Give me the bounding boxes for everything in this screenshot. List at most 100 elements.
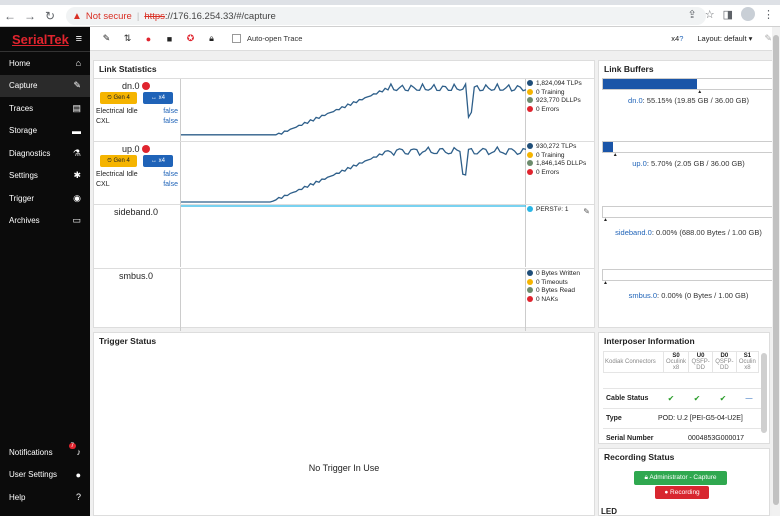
bell-icon: ♪ 7	[68, 443, 81, 458]
layout-dropdown[interactable]: Layout: default ▾	[697, 34, 753, 43]
target-icon: ◉	[73, 192, 81, 203]
lanes-badge: ↔ x4	[143, 92, 173, 104]
sidebar-item-settings[interactable]: Settings ✱	[0, 165, 90, 188]
legend-item: 1,824,094 TLPs	[527, 80, 594, 89]
help-icon: ?	[75, 492, 81, 503]
link-legend: 930,272 TLPs 0 Training 1,846,145 DLLPs 0 E…	[527, 142, 594, 177]
address-row: ← → ↻ ▲ Not secure | https ://176.16.254…	[0, 5, 780, 27]
sidebar-item-help[interactable]: Help?	[0, 486, 90, 509]
record-icon[interactable]: ●	[145, 33, 152, 44]
buffer-item: ▲ up.0: 5.70% (2.05 GB / 36.00 GB)	[602, 141, 775, 168]
sidebar-item-notifications[interactable]: Notifications ♪ 7	[0, 441, 90, 464]
chart-icon: ▤	[72, 102, 81, 113]
share-icon[interactable]: ⇪	[687, 8, 697, 21]
sidebar-item-label: Trigger	[9, 193, 35, 203]
serial-row: Serial Number 0004853G000017	[603, 428, 763, 448]
kebab-menu-icon[interactable]: ⋮	[763, 8, 774, 21]
cable-status-icon: ✔	[667, 394, 675, 403]
sidebar-item-label: Settings	[9, 171, 38, 181]
lock-icon[interactable]: 🔒︎	[209, 33, 214, 43]
link-row: dn.0 ⏲ Gen 4 ↔ x4 Electrical Idle false CXL f…	[94, 78, 594, 141]
wrench-icon[interactable]: ✎	[102, 33, 111, 43]
sidebar-item-user-settings[interactable]: User Settings ●	[0, 464, 90, 487]
brand: SerialTek ≡	[0, 27, 90, 52]
legend-item: 0 Timeouts	[527, 278, 594, 288]
connectors-label: Kodiak Connectors	[603, 351, 664, 373]
forward-icon[interactable]: →	[24, 9, 36, 23]
back-icon[interactable]: ←	[4, 9, 16, 23]
help-icon[interactable]: ?	[679, 34, 684, 43]
interposer-info-panel: Interposer Information Kodiak Connectors…	[598, 332, 770, 444]
browser-chrome: ← → ↻ ▲ Not secure | https ://176.16.254…	[0, 0, 780, 27]
legend-item: 0 Errors	[527, 105, 594, 115]
status-dot	[142, 145, 151, 153]
buffer-label: sideband.0: 0.00% (688.00 Bytes / 1.00 G…	[615, 228, 762, 237]
panel-title: Trigger Status	[99, 336, 157, 346]
sidebar-item-diagnostics[interactable]: Diagnostics ⚗	[0, 142, 90, 165]
edit-layout-icon[interactable]: ✎	[764, 33, 772, 43]
no-trigger-message: No Trigger In Use	[308, 463, 380, 473]
stop-icon[interactable]: ■	[166, 33, 173, 44]
link-name: up.0	[94, 144, 178, 154]
link-buffers-panel: Link Buffers ▲ dn.0: 55.15% (19.85 GB / 3…	[598, 60, 778, 328]
link-name: smbus.0	[118, 271, 153, 281]
link-legend: 1,824,094 TLPs 0 Training 923,770 DLLPs 0 E…	[527, 79, 594, 114]
sidebar-item-label: Help	[9, 492, 26, 502]
sidebar-item-archives[interactable]: Archives ▭	[0, 210, 90, 233]
sidebar-item-traces[interactable]: Traces ▤	[0, 97, 90, 120]
gen-badge: ⏲ Gen 4	[100, 155, 137, 167]
link-graph	[180, 269, 526, 331]
trigger-icon[interactable]: ✪	[186, 33, 195, 43]
auto-open-toggle[interactable]: Auto-open Trace	[232, 34, 302, 43]
cable-status-icon: ✔	[719, 394, 727, 403]
main-area: ✎ ⇅ ● ■ ✪ 🔒︎ Auto-open Trace x4? Layout:…	[90, 27, 780, 516]
sidebar-item-label: Home	[9, 58, 31, 68]
buffer-bar: ▲	[602, 206, 775, 223]
sort-icon[interactable]: ⇅	[123, 33, 132, 43]
profile-avatar[interactable]	[741, 7, 755, 21]
sidebar-item-trigger[interactable]: Trigger ◉	[0, 187, 90, 210]
administrator-capture-button[interactable]: 🔒︎ Administrator - Capture	[634, 471, 727, 485]
sidebar-item-label: Diagnostics	[9, 148, 51, 158]
link-row: smbus.0 0 Bytes Written 0 Timeouts 0 Bytes …	[94, 268, 594, 331]
link-row: up.0 ⏲ Gen 4 ↔ x4 Electrical Idle false CXL f…	[94, 141, 594, 204]
edit-icon[interactable]: ✎	[583, 207, 590, 216]
panel-title: Interposer Information	[604, 336, 695, 346]
sidebar-item-home[interactable]: Home ⌂	[0, 52, 90, 75]
page-scrollbar[interactable]	[772, 27, 780, 516]
traffic-line	[181, 81, 526, 136]
recording-button[interactable]: ● Recording	[655, 486, 709, 499]
notification-badge: 7	[68, 443, 76, 450]
interposer-scrollbar[interactable]	[761, 353, 767, 433]
menu-toggle-icon[interactable]: ≡	[75, 33, 82, 45]
link-name: dn.0	[94, 81, 178, 91]
recording-status-panel: Recording Status 🔒︎ Administrator - Capt…	[598, 448, 770, 516]
sidebar-item-storage[interactable]: Storage ▬	[0, 120, 90, 143]
buffer-bar: ▲	[602, 141, 775, 158]
legend-item: PERST#: 1	[527, 206, 594, 215]
sidebar-item-label: Traces	[9, 103, 34, 113]
buffer-label: up.0: 5.70% (2.05 GB / 36.00 GB)	[632, 159, 745, 168]
address-bar[interactable]: ▲ Not secure | https ://176.16.254.33/#/…	[66, 7, 706, 25]
link-graph	[180, 142, 526, 204]
wrench-icon: ✎	[73, 80, 81, 91]
trigger-status-panel: Trigger Status No Trigger In Use	[93, 332, 595, 516]
link-legend: 0 Bytes Written 0 Timeouts 0 Bytes Read 0 N…	[527, 269, 594, 304]
flask-icon: ⚗	[72, 147, 81, 158]
connector-header: S0 Oculink x8	[662, 351, 690, 373]
traffic-line	[181, 145, 526, 203]
connector-header: U0 QSFP- DD	[688, 351, 713, 373]
sidebar-item-capture[interactable]: Capture ✎	[0, 74, 90, 97]
reload-icon[interactable]: ↻	[44, 9, 56, 23]
auto-open-checkbox[interactable]	[232, 34, 241, 43]
capture-toolbar: ✎ ⇅ ● ■ ✪ 🔒︎ Auto-open Trace x4? Layout:…	[90, 27, 780, 51]
panel-title: Link Statistics	[99, 64, 157, 74]
serialtek-logo[interactable]: SerialTek	[12, 31, 69, 47]
legend-item: 0 NAKs	[527, 295, 594, 305]
sidepanel-icon[interactable]: ◨	[722, 8, 733, 21]
buffer-bar: ▲	[602, 269, 775, 286]
url-path: ://176.16.254.33/#/capture	[164, 10, 276, 22]
home-icon: ⌂	[75, 58, 81, 69]
star-icon[interactable]: ☆	[704, 8, 715, 21]
link-statistics-panel: Link Statistics dn.0 ⏲ Gen 4 ↔ x4 Electric…	[93, 60, 595, 331]
